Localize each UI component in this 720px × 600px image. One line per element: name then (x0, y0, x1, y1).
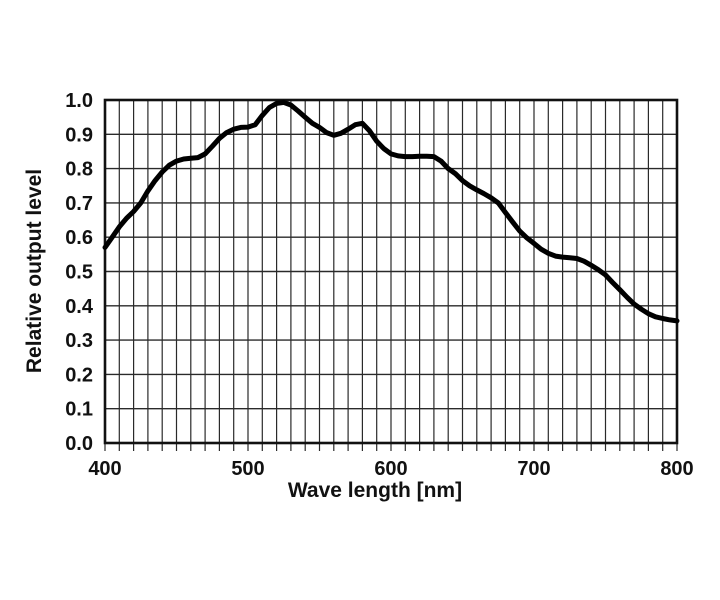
tick-layer: 0.0 0.1 0.2 0.3 0.4 0.5 0.6 0.7 0.8 0.9 1.0 400 500 6… (65, 90, 694, 480)
y-tick-label: 0.5 (65, 262, 93, 284)
y-tick-label: 0.4 (65, 296, 94, 318)
x-axis-title: Wave length [nm] (288, 479, 462, 502)
y-tick-label: 0.3 (65, 330, 93, 352)
grid-layer (103, 98, 679, 451)
x-tick-label: 800 (660, 458, 693, 480)
label-layer: Relative output level Wave length [nm] (23, 169, 462, 502)
x-tick-label: 400 (88, 458, 121, 480)
y-tick-label: 0.2 (65, 364, 93, 386)
plot-border (103, 98, 679, 445)
y-tick-label: 0.1 (65, 399, 93, 421)
y-tick-label: 0.7 (65, 193, 93, 215)
x-tick-label: 700 (517, 458, 550, 480)
y-tick-label: 0.8 (65, 159, 93, 181)
y-tick-label: 0.6 (65, 227, 93, 249)
y-axis-title: Relative output level (23, 169, 46, 373)
y-tick-label: 1.0 (65, 90, 93, 112)
y-tick-label: 0.9 (65, 124, 93, 146)
y-tick-label: 0.0 (65, 433, 93, 455)
x-tick-label: 600 (374, 458, 407, 480)
x-tick-label: 500 (231, 458, 264, 480)
curve-layer (102, 99, 680, 324)
response-curve (102, 99, 680, 324)
